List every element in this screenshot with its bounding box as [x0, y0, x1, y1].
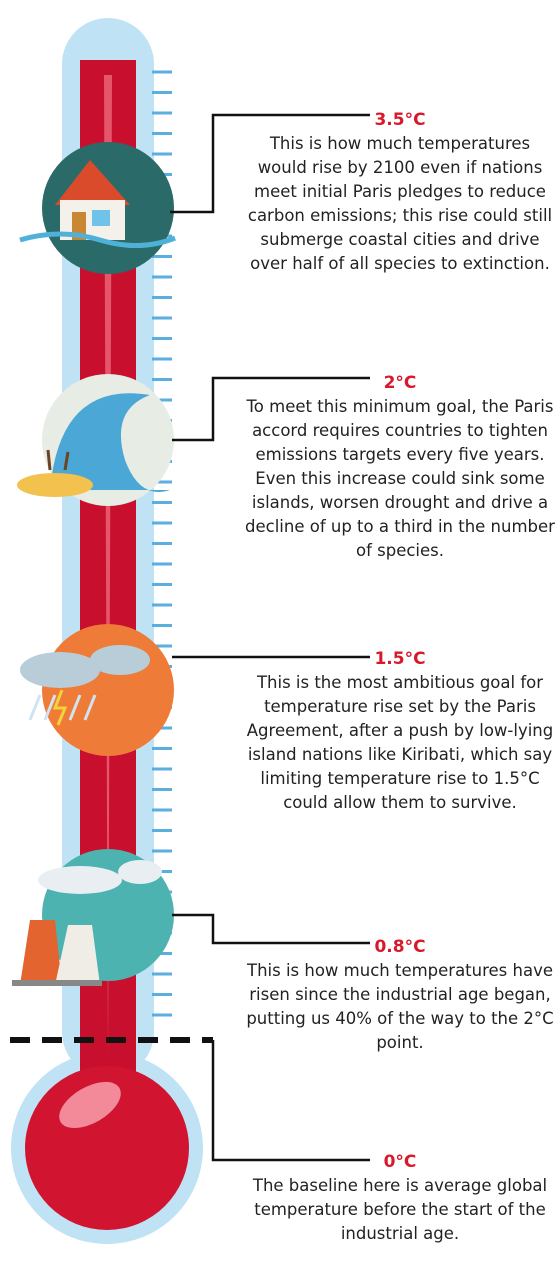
level-text: The baseline here is average global temp… — [245, 1174, 555, 1246]
page: 3.5°CThis is how much temperatures would… — [0, 0, 560, 1277]
level-label: 1.5°C — [245, 647, 555, 671]
level-text: To meet this minimum goal, the Paris acc… — [245, 395, 555, 563]
level-label: 0.8°C — [245, 935, 555, 959]
level-text: This is how much temperatures have risen… — [245, 959, 555, 1055]
level-label: 3.5°C — [245, 108, 555, 132]
level-label: 0°C — [245, 1150, 555, 1174]
level-text: This is the most ambitious goal for temp… — [245, 671, 555, 815]
level-text: This is how much temperatures would rise… — [245, 132, 555, 276]
level-label: 2°C — [245, 371, 555, 395]
